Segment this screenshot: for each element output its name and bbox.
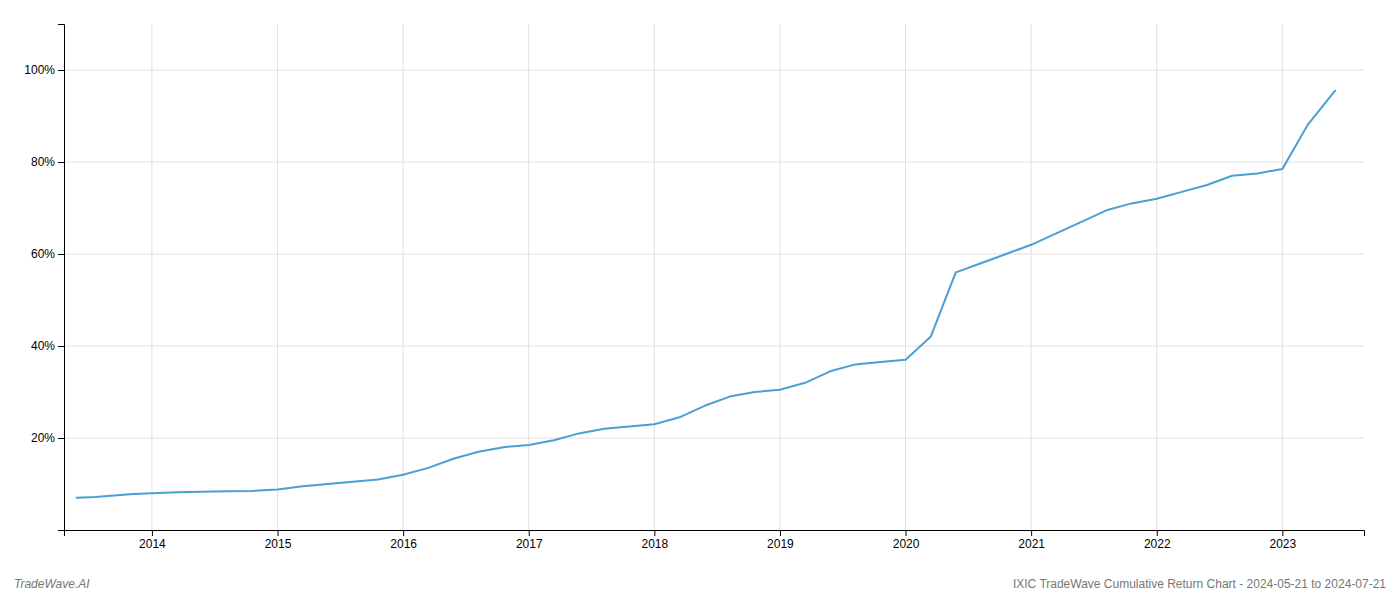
x-tick: 2022 [1144, 530, 1171, 551]
x-tick: 2021 [1018, 530, 1045, 551]
x-tick-mark [152, 530, 153, 536]
y-tick-label: 40% [31, 339, 55, 353]
x-tick: 2023 [1270, 530, 1297, 551]
y-grid-line [64, 438, 1364, 439]
x-tick: 2019 [767, 530, 794, 551]
footer-text: IXIC TradeWave Cumulative Return Chart -… [1013, 577, 1386, 591]
y-tick-label: 60% [31, 247, 55, 261]
x-grid-line [779, 24, 780, 530]
x-tick-label: 2014 [139, 537, 166, 551]
x-tick-label: 2022 [1144, 537, 1171, 551]
x-grid-line [654, 24, 655, 530]
x-tick-label: 2023 [1270, 537, 1297, 551]
x-tick-mark [906, 530, 907, 536]
x-tick-mark [1031, 530, 1032, 536]
x-tick-mark [1157, 530, 1158, 536]
x-tick-label: 2015 [265, 537, 292, 551]
x-tick-label: 2020 [893, 537, 920, 551]
x-tick: 2017 [516, 530, 543, 551]
line [77, 91, 1336, 498]
x-grid-line [528, 24, 529, 530]
y-tick-mark [58, 162, 64, 163]
x-grid-line [1031, 24, 1032, 530]
chart: 2014 2015 2016 2017 2018 2019 2020 2021 2022 2023… [0, 0, 1400, 600]
y-tick: 60% [31, 247, 64, 261]
x-grid-line [277, 24, 278, 530]
x-tick-mark [1282, 530, 1283, 536]
x-tick-label: 2021 [1018, 537, 1045, 551]
x-tick-mark [278, 530, 279, 536]
x-tick-mark [529, 530, 530, 536]
x-tick: 2020 [893, 530, 920, 551]
x-tick-mark [654, 530, 655, 536]
x-grid-line [1282, 24, 1283, 530]
x-tick-mark [780, 530, 781, 536]
x-grid-line [905, 24, 906, 530]
x-grid-line [1156, 24, 1157, 530]
x-tick: 2014 [139, 530, 166, 551]
y-tick-label: 20% [31, 431, 55, 445]
x-tick: 2016 [390, 530, 417, 551]
y-grid-line [64, 254, 1364, 255]
y-grid-line [64, 346, 1364, 347]
x-tick: 2018 [641, 530, 668, 551]
y-axis: 20% 40% 60% 80% 100% [24, 25, 64, 531]
y-tick-label: 80% [31, 155, 55, 169]
x-axis-line [65, 531, 1365, 537]
plot-area [77, 91, 1336, 498]
y-tick-mark [58, 438, 64, 439]
y-tick: 40% [31, 339, 64, 353]
x-tick-mark [403, 530, 404, 536]
x-grid-line [151, 24, 152, 530]
x-tick-label: 2016 [390, 537, 417, 551]
x-axis: 2014 2015 2016 2017 2018 2019 2020 2021 2022 2023 [65, 530, 1365, 551]
y-tick: 100% [24, 63, 64, 77]
y-grid-line [64, 162, 1364, 163]
footer-text: TradeWave.AI [14, 577, 90, 591]
x-tick-label: 2017 [516, 537, 543, 551]
x-grid-line [403, 24, 404, 530]
y-tick-label: 100% [24, 63, 55, 77]
y-tick: 80% [31, 155, 64, 169]
y-tick-mark [58, 254, 64, 255]
x-tick: 2015 [265, 530, 292, 551]
y-tick: 20% [31, 431, 64, 445]
x-tick-label: 2019 [767, 537, 794, 551]
grid [64, 24, 1364, 530]
y-tick-mark [58, 346, 64, 347]
y-axis-line [58, 25, 65, 531]
y-grid-line [64, 70, 1364, 71]
x-tick-label: 2018 [641, 537, 668, 551]
y-tick-mark [58, 70, 64, 71]
